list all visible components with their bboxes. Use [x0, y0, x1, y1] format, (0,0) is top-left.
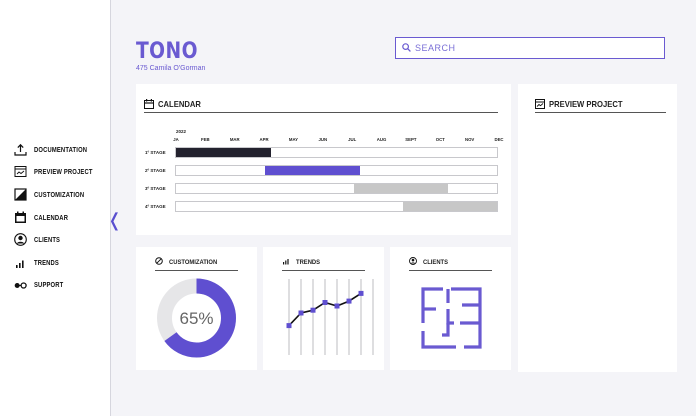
- calendar-title: CALENDAR: [158, 99, 201, 109]
- clients-header: CLIENTS: [409, 257, 492, 271]
- sidebar-item-label: Support: [34, 280, 64, 290]
- preview-project-title: PREVIEW PROJECT: [549, 99, 623, 109]
- trends-header: TRENDS: [282, 257, 365, 271]
- gantt-months: JA FEB MAR APR MAY JUN JUL AUG SEPT OCT NOV DEC: [173, 137, 513, 143]
- trend-point[interactable]: [334, 303, 340, 309]
- customization-icon: [14, 188, 27, 201]
- trend-point[interactable]: [298, 310, 304, 316]
- user-icon: [14, 233, 27, 247]
- gantt-track: [175, 183, 498, 194]
- sidebar-item-trends[interactable]: Trends: [14, 251, 109, 274]
- app-title: TONO: [136, 39, 198, 64]
- calendar-panel: CALENDAR 2022 JA FEB MAR APR MAY JUN JUL AUG SEP…: [136, 84, 511, 235]
- sidebar-item-customization[interactable]: Customization: [14, 183, 109, 206]
- gantt-bar[interactable]: [176, 148, 271, 157]
- gantt-month-label: SEPT: [405, 137, 417, 142]
- trends-title: TRENDS: [296, 258, 321, 266]
- sidebar-item-label: Clients: [34, 235, 61, 245]
- gantt-month-label: MAY: [288, 137, 299, 142]
- sidebar-item-label: Trends: [34, 257, 59, 267]
- preview-icon: [535, 99, 545, 109]
- gantt-bar[interactable]: [403, 202, 497, 211]
- sidebar-item-preview-project[interactable]: Preview project: [14, 161, 109, 184]
- floorplan-icon: [421, 287, 482, 349]
- search-box[interactable]: [395, 37, 665, 59]
- calendar-header: CALENDAR: [144, 99, 498, 113]
- sidebar-item-support[interactable]: Support: [14, 274, 109, 297]
- sidebar-item-clients[interactable]: Clients: [14, 228, 109, 251]
- trends-card[interactable]: TRENDS: [263, 247, 384, 370]
- sidebar-item-calendar[interactable]: Calendar: [14, 206, 109, 229]
- app-subtitle: 475 Camila O'Gorman: [136, 65, 206, 72]
- sidebar-collapse-toggle[interactable]: ❬: [107, 210, 123, 231]
- gantt-stage-label: 4º STAGE: [145, 204, 166, 209]
- gantt-month-label: DEC: [494, 137, 504, 142]
- support-icon: [14, 278, 27, 291]
- gantt-bar[interactable]: [265, 166, 360, 175]
- sidebar-item-documentation[interactable]: Documentation: [14, 138, 109, 161]
- gantt-month-label: FEB: [201, 137, 210, 142]
- sidebar-item-label: Preview project: [34, 167, 93, 177]
- upload-icon: [14, 143, 27, 156]
- customization-icon: [155, 257, 165, 267]
- gantt-month-label: AUG: [376, 137, 387, 142]
- gantt-track: [175, 201, 498, 212]
- sidebar-item-label: Documentation: [34, 144, 88, 154]
- gantt-month-label: JUL: [348, 137, 357, 142]
- donut-percent-label: 65%: [179, 309, 213, 328]
- gantt-track: [175, 165, 498, 176]
- customization-header: CUSTOMIZATION: [155, 257, 238, 271]
- customization-card[interactable]: CUSTOMIZATION 65%: [136, 247, 257, 370]
- customization-title: CUSTOMIZATION: [169, 258, 218, 266]
- gantt-stage-label: 3º STAGE: [145, 186, 166, 191]
- gantt-bar[interactable]: [353, 184, 449, 193]
- calendar-icon: [14, 211, 27, 224]
- gantt-month-label: NOV: [464, 137, 475, 142]
- preview-project-panel: PREVIEW PROJECT: [518, 84, 677, 372]
- gantt-stage-label: 2º STAGE: [145, 168, 166, 173]
- search-icon: [402, 39, 411, 57]
- gantt-month-label: OCT: [435, 137, 445, 142]
- clients-title: CLIENTS: [423, 258, 449, 266]
- gantt-stage-label: 1º STAGE: [145, 150, 166, 155]
- search-input[interactable]: [415, 43, 655, 53]
- trend-point[interactable]: [322, 300, 328, 305]
- clients-card[interactable]: CLIENTS: [390, 247, 511, 370]
- sidebar-nav: Documentation Preview project Customizat…: [14, 138, 109, 296]
- bar-chart-icon: [282, 257, 292, 267]
- gantt-month-label: APR: [259, 137, 269, 142]
- sidebar-item-label: Customization: [34, 189, 85, 199]
- bar-chart-icon: [14, 256, 27, 269]
- gantt-month-label: JA: [173, 137, 179, 142]
- gantt-year: 2022: [176, 129, 187, 134]
- trend-point[interactable]: [310, 307, 316, 313]
- sidebar: Documentation Preview project Customizat…: [0, 0, 111, 416]
- brand: TONO 475 Camila O'Gorman: [136, 39, 209, 73]
- calendar-icon: [144, 99, 154, 109]
- customization-donut: 65%: [157, 278, 236, 358]
- preview-project-header: PREVIEW PROJECT: [535, 99, 666, 113]
- user-icon: [409, 257, 419, 267]
- donut-fill: [157, 278, 236, 358]
- trend-point[interactable]: [358, 290, 364, 296]
- sidebar-item-label: Calendar: [34, 212, 69, 222]
- trend-point[interactable]: [346, 298, 352, 304]
- trend-point[interactable]: [286, 323, 292, 329]
- gantt-track: [175, 147, 498, 158]
- trends-chart: [286, 279, 374, 355]
- preview-icon: [14, 165, 27, 178]
- gantt-month-label: JUN: [318, 137, 328, 142]
- gantt-month-label: MAR: [229, 137, 240, 142]
